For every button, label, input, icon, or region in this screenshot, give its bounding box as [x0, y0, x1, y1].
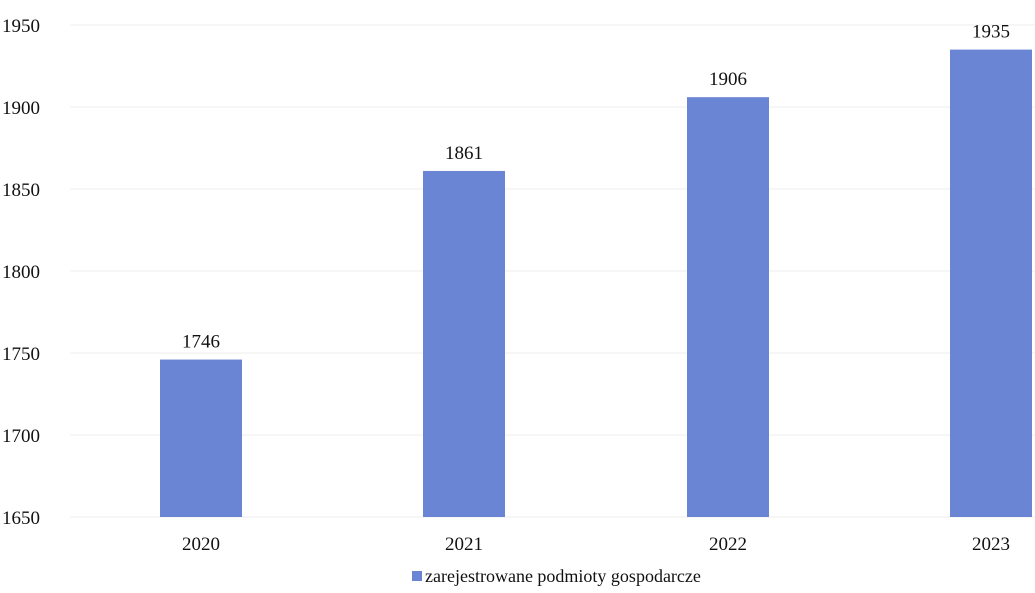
- y-axis-tick-labels: 1650 1700 1750 1800 1850 1900 1950: [2, 16, 40, 529]
- legend: zarejestrowane podmioty gospodarcze: [412, 566, 701, 586]
- category-label-2020: 2020: [182, 534, 220, 555]
- x-axis-category-labels: 2020 2021 2022 2023: [182, 534, 1010, 555]
- y-tick-label: 1900: [2, 98, 40, 119]
- data-labels: 1746 1861 1906 1935: [182, 22, 1010, 353]
- y-tick-label: 1850: [2, 180, 40, 201]
- bar-2022: [687, 97, 769, 517]
- data-label-2022: 1906: [709, 69, 747, 90]
- category-label-2022: 2022: [709, 534, 747, 555]
- category-label-2023: 2023: [972, 534, 1010, 555]
- data-label-2023: 1935: [972, 22, 1010, 43]
- bar-2021: [423, 170, 505, 517]
- y-tick-label: 1750: [2, 344, 40, 365]
- y-tick-label: 1950: [2, 16, 40, 37]
- data-label-2021: 1861: [445, 143, 483, 164]
- bar-2020: [160, 359, 242, 517]
- category-label-2021: 2021: [445, 534, 483, 555]
- bar-2023: [950, 49, 1032, 517]
- y-tick-label: 1700: [2, 426, 40, 447]
- legend-swatch: [412, 571, 422, 581]
- data-label-2020: 1746: [182, 332, 220, 353]
- y-tick-label: 1650: [2, 508, 40, 529]
- y-tick-label: 1800: [2, 262, 40, 283]
- bars: [160, 49, 1032, 517]
- legend-label: zarejestrowane podmioty gospodarcze: [425, 566, 701, 586]
